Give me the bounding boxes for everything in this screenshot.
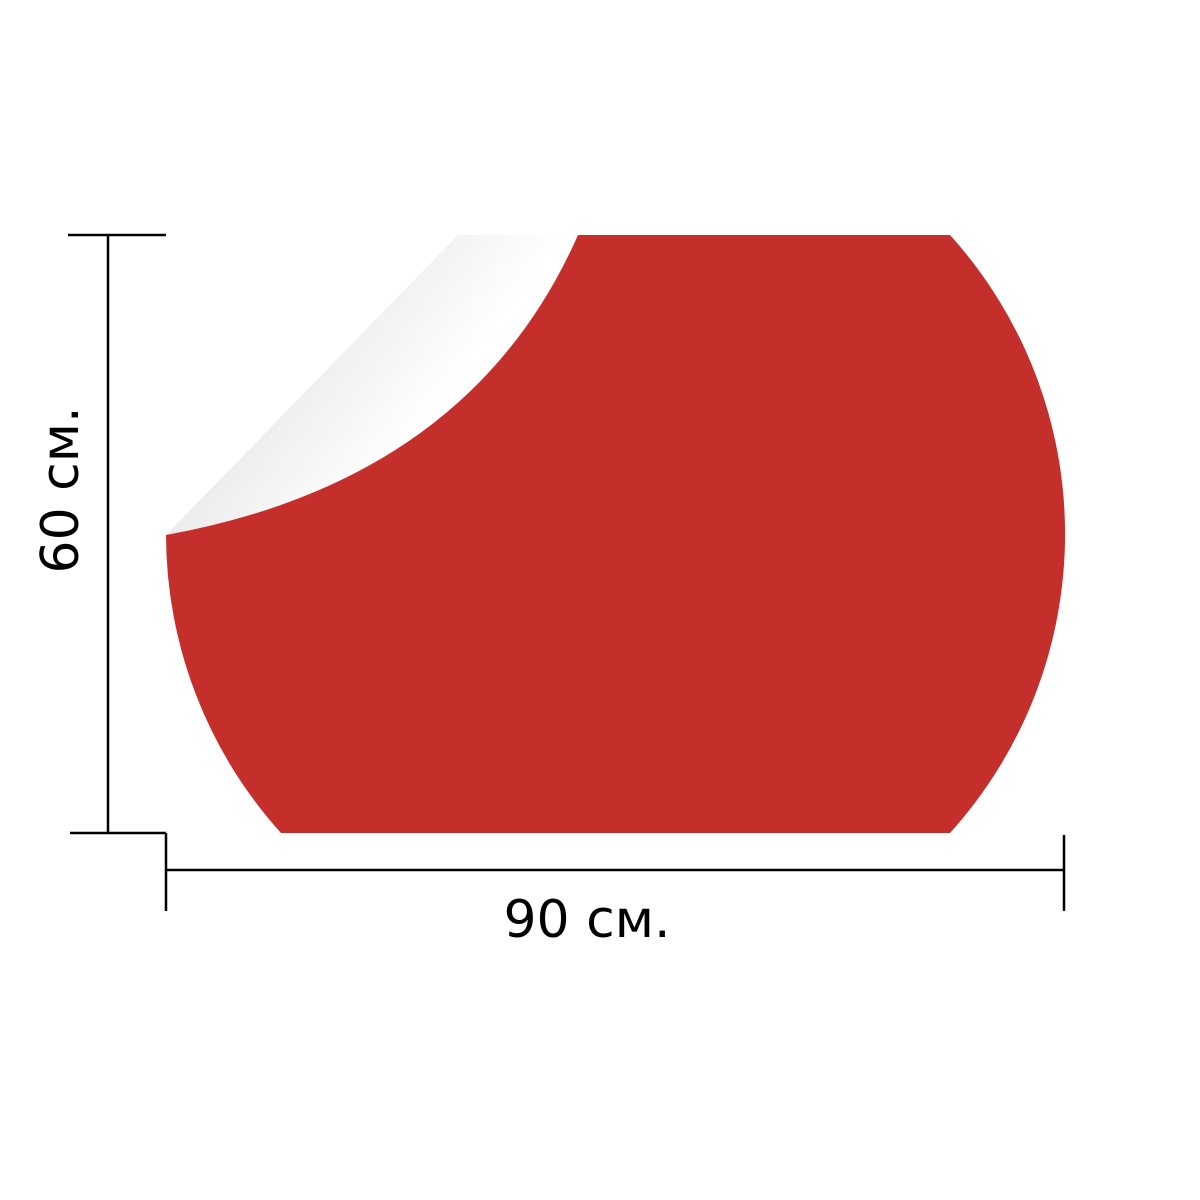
width-dimension (164, 833, 1066, 911)
peeled-corner (166, 235, 578, 535)
sticker-body (166, 235, 1066, 833)
height-dimension (68, 233, 166, 835)
height-label: 60 см. (31, 406, 91, 573)
width-label: 90 см. (503, 890, 670, 950)
